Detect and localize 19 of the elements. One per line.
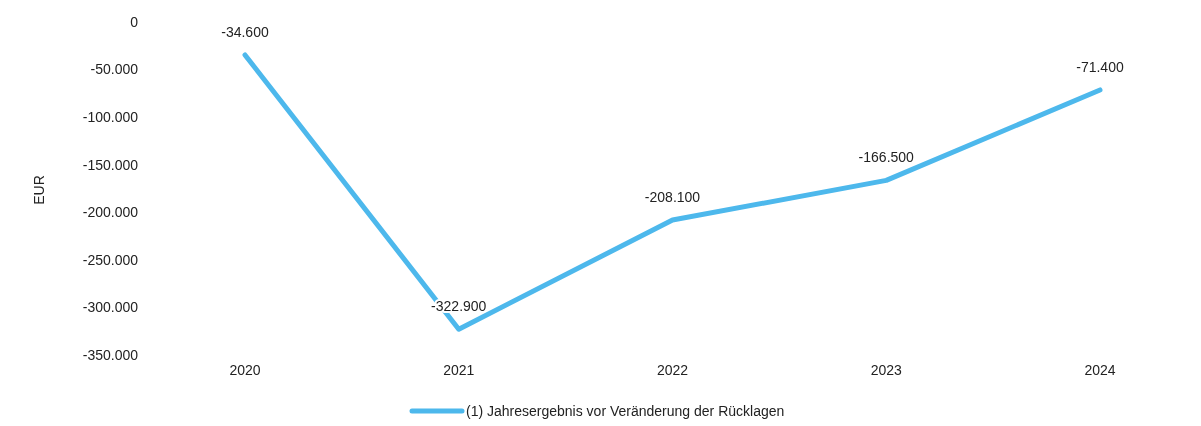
y-tick-label: -250.000 — [82, 251, 139, 268]
legend-label: (1) Jahresergebnis vor Veränderung der Rücklagen — [466, 402, 785, 419]
data-label: -166.500 — [858, 149, 915, 166]
y-tick-label: 0 — [130, 13, 139, 30]
y-tick-label: -150.000 — [82, 156, 139, 173]
y-axis-title: EUR — [31, 175, 47, 205]
y-tick-label: -50.000 — [90, 61, 139, 78]
data-label: -34.600 — [221, 23, 269, 40]
x-tick-label: 2020 — [229, 362, 261, 378]
x-tick-label: 2023 — [870, 362, 903, 378]
x-tick-label: 2024 — [1084, 362, 1116, 378]
x-tick-label: 2022 — [656, 362, 689, 378]
y-tick-label: -200.000 — [82, 204, 139, 221]
y-tick-label: -100.000 — [82, 109, 139, 126]
x-tick-label: 2021 — [443, 362, 475, 378]
data-label: -71.400 — [1076, 58, 1124, 75]
y-tick-label: -300.000 — [82, 299, 139, 316]
y-tick-label: -350.000 — [82, 346, 139, 363]
data-label: -208.100 — [644, 188, 701, 205]
